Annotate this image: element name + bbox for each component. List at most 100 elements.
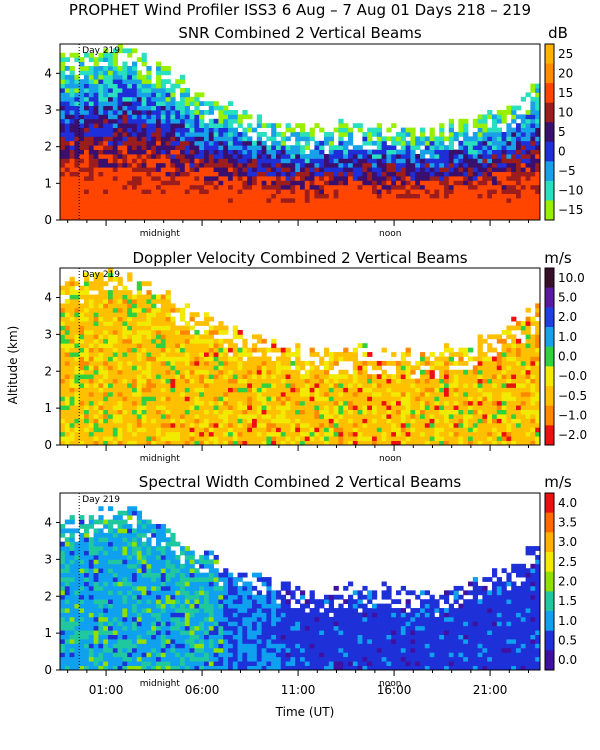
heatmap-cell <box>184 123 190 128</box>
heatmap-cell <box>391 167 397 172</box>
heatmap-cell <box>180 110 186 115</box>
heatmap-cell <box>199 206 205 212</box>
heatmap-cell <box>271 440 277 446</box>
heatmap-cell <box>410 206 416 212</box>
heatmap-cell <box>472 202 478 208</box>
heatmap-cell <box>122 334 128 340</box>
heatmap-cell <box>136 74 142 80</box>
heatmap-cell <box>213 436 219 441</box>
heatmap-cell <box>410 162 416 168</box>
heatmap-cell <box>74 110 80 115</box>
heatmap-cell <box>151 418 157 424</box>
heatmap-cell <box>300 440 306 446</box>
heatmap-cell <box>372 180 378 186</box>
heatmap-cell <box>405 409 411 415</box>
heatmap-cell <box>362 206 368 212</box>
heatmap-cell <box>252 176 258 181</box>
heatmap-cell <box>247 136 253 142</box>
heatmap-cell <box>127 303 133 309</box>
heatmap-cell <box>74 74 80 80</box>
heatmap-cell <box>141 167 147 172</box>
heatmap-cell <box>487 387 493 393</box>
heatmap-cell <box>252 193 258 199</box>
heatmap-cell <box>261 167 267 172</box>
heatmap-cell <box>165 145 171 150</box>
heatmap-cell <box>343 189 349 194</box>
heatmap-cell <box>280 171 286 177</box>
heatmap-cell <box>112 118 118 124</box>
heatmap-cell <box>136 110 142 115</box>
heatmap-cell <box>160 338 166 344</box>
heatmap-cell <box>218 374 224 380</box>
heatmap-cell <box>367 167 373 172</box>
heatmap-cell <box>64 312 70 318</box>
heatmap-cell <box>290 378 296 384</box>
heatmap-cell <box>444 189 450 194</box>
heatmap-cell <box>213 414 219 419</box>
heatmap-cell <box>122 431 128 437</box>
heatmap-cell <box>165 189 171 194</box>
heatmap-cell <box>333 409 339 415</box>
heatmap-cell <box>165 391 171 397</box>
heatmap-cell <box>381 387 387 393</box>
heatmap-cell <box>199 405 205 411</box>
heatmap-cell <box>429 396 435 402</box>
heatmap-cell <box>285 149 291 155</box>
heatmap-cell <box>204 123 210 128</box>
heatmap-cell <box>338 180 344 186</box>
heatmap-cell <box>324 189 330 194</box>
heatmap-cell <box>247 374 253 380</box>
heatmap-cell <box>112 114 118 120</box>
heatmap-cell <box>74 52 80 58</box>
heatmap-cell <box>386 180 392 186</box>
heatmap-cell <box>357 167 363 172</box>
heatmap-cell <box>228 338 234 344</box>
heatmap-cell <box>112 79 118 84</box>
heatmap-cell <box>103 193 109 199</box>
heatmap-cell <box>98 114 104 120</box>
heatmap-cell <box>535 83 541 89</box>
heatmap-cell <box>74 198 80 203</box>
heatmap-cell <box>156 215 162 221</box>
heatmap-cell <box>511 110 517 115</box>
heatmap-cell <box>122 436 128 441</box>
heatmap-cell <box>69 70 75 76</box>
heatmap-cell <box>415 360 421 366</box>
heatmap-cell <box>482 396 488 402</box>
heatmap-cell <box>175 418 181 424</box>
heatmap-cell <box>98 79 104 84</box>
heatmap-cell <box>280 162 286 168</box>
heatmap-cell <box>165 352 171 357</box>
heatmap-cell <box>319 162 325 168</box>
heatmap-cell <box>381 383 387 388</box>
heatmap-cell <box>343 396 349 402</box>
heatmap-cell <box>271 418 277 424</box>
heatmap-cell <box>237 365 243 371</box>
heatmap-cell <box>69 338 75 344</box>
heatmap-cell <box>453 414 459 419</box>
heatmap-cell <box>372 193 378 199</box>
heatmap-cell <box>252 369 258 375</box>
heatmap-cell <box>309 215 315 221</box>
heatmap-cell <box>391 206 397 212</box>
heatmap-cell <box>98 343 104 349</box>
heatmap-cell <box>117 356 123 362</box>
heatmap-cell <box>381 198 387 203</box>
heatmap-cell <box>93 356 99 362</box>
heatmap-cell <box>108 391 114 397</box>
heatmap-cell <box>204 211 210 216</box>
heatmap-cell <box>228 193 234 199</box>
heatmap-cell <box>103 70 109 76</box>
heatmap-cell <box>530 202 536 208</box>
heatmap-cell <box>64 325 70 331</box>
heatmap-cell <box>266 378 272 384</box>
heatmap-cell <box>79 140 85 146</box>
heatmap-cell <box>247 431 253 437</box>
heatmap-cell <box>477 132 483 137</box>
heatmap-cell <box>424 136 430 142</box>
heatmap-cell <box>184 184 190 190</box>
heatmap-cell <box>60 83 66 89</box>
heatmap-cell <box>252 140 258 146</box>
heatmap-cell <box>237 396 243 402</box>
heatmap-cell <box>429 198 435 203</box>
